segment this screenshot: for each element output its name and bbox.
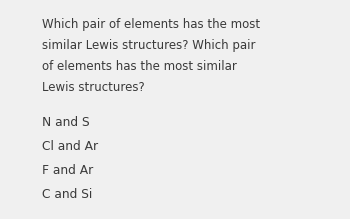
Text: F and Ar: F and Ar bbox=[42, 164, 93, 177]
Text: of elements has the most similar: of elements has the most similar bbox=[42, 60, 237, 73]
Text: Which pair of elements has the most: Which pair of elements has the most bbox=[42, 18, 260, 31]
Text: N and S: N and S bbox=[42, 116, 90, 129]
Text: Cl and Ar: Cl and Ar bbox=[42, 140, 98, 153]
Text: Lewis structures?: Lewis structures? bbox=[42, 81, 145, 94]
Text: similar Lewis structures? Which pair: similar Lewis structures? Which pair bbox=[42, 39, 256, 52]
Text: C and Si: C and Si bbox=[42, 188, 92, 201]
